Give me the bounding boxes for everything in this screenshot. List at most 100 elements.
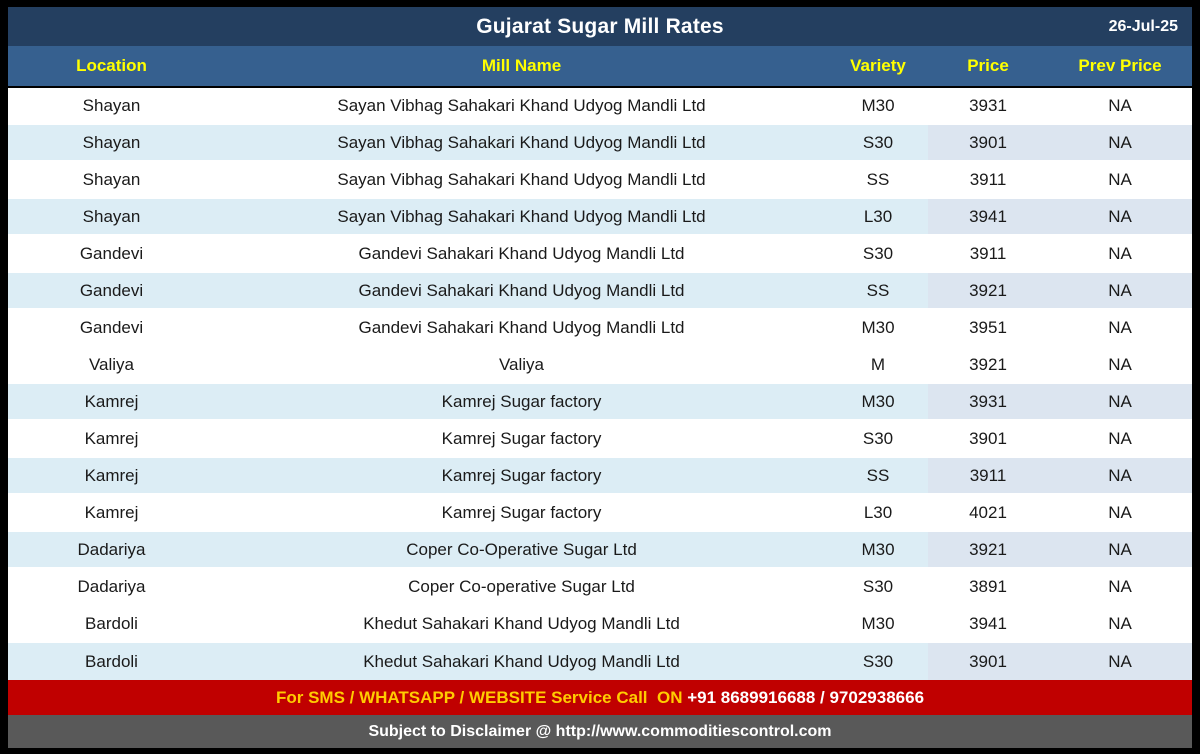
cell-price: 3941 — [928, 199, 1048, 234]
cell-mill: Coper Co-Operative Sugar Ltd — [215, 532, 828, 567]
column-header-location: Location — [76, 56, 147, 75]
cell-mill: Kamrej Sugar factory — [441, 428, 602, 448]
cell-mill: Khedut Sahakari Khand Udyog Mandli Ltd — [363, 613, 680, 633]
cell-price: 3921 — [928, 532, 1048, 567]
table-row: Kamrej Kamrej Sugar factory M30 3931 NA — [8, 384, 1192, 421]
table-row: Valiya Valiya M 3921 NA — [8, 347, 1192, 384]
cell-mill: Kamrej Sugar factory — [215, 458, 828, 493]
cell-price: 3901 — [969, 428, 1007, 448]
report-date: 26-Jul-25 — [1108, 17, 1178, 35]
cell-price: 3901 — [928, 643, 1048, 680]
cell-price: 3931 — [969, 95, 1007, 115]
cell-mill: Gandevi Sahakari Khand Udyog Mandli Ltd — [215, 273, 828, 308]
title-bar: Gujarat Sugar Mill Rates 26-Jul-25 — [8, 7, 1192, 46]
cell-location: Gandevi — [79, 317, 144, 337]
disclaimer-bar: Subject to Disclaimer @ http://www.commo… — [8, 715, 1192, 748]
cell-location: Gandevi — [79, 243, 144, 263]
cell-mill: Valiya — [498, 354, 545, 374]
cell-location: Kamrej — [8, 458, 215, 493]
column-header-prev-price: Prev Price — [1078, 56, 1162, 75]
cell-prev-price: NA — [1048, 384, 1192, 419]
cell-prev-price: NA — [1048, 532, 1192, 567]
cell-price: 3941 — [969, 613, 1007, 633]
cell-location: Kamrej — [84, 428, 139, 448]
cell-prev-price: NA — [1048, 643, 1192, 680]
table-row: Gandevi Gandevi Sahakari Khand Udyog Mand… — [8, 310, 1192, 347]
cell-prev-price: NA — [1108, 243, 1132, 263]
disclaimer-text: Subject to Disclaimer @ http://www.commo… — [368, 722, 832, 740]
table-row: Bardoli Khedut Sahakari Khand Udyog Mandl… — [8, 606, 1192, 643]
cell-variety: M — [870, 354, 886, 374]
cell-location: Kamrej — [84, 502, 139, 522]
sms-service-numbers: +91 8689916688 / 9702938666 — [687, 687, 925, 707]
cell-prev-price: NA — [1108, 428, 1132, 448]
cell-prev-price: NA — [1108, 354, 1132, 374]
cell-mill: Coper Co-operative Sugar Ltd — [408, 576, 635, 596]
cell-location: Shayan — [8, 125, 215, 160]
table-row: Bardoli Khedut Sahakari Khand Udyog Mandl… — [8, 643, 1192, 680]
cell-mill: Kamrej Sugar factory — [215, 384, 828, 419]
cell-location: Bardoli — [85, 613, 138, 633]
cell-price: 3911 — [928, 458, 1048, 493]
cell-location: Valiya — [88, 354, 135, 374]
table-row: Shayan Sayan Vibhag Sahakari Khand Udyog … — [8, 88, 1192, 125]
cell-variety: M30 — [861, 317, 895, 337]
cell-prev-price: NA — [1048, 458, 1192, 493]
cell-mill: Khedut Sahakari Khand Udyog Mandli Ltd — [215, 643, 828, 680]
cell-location: Dadariya — [8, 532, 215, 567]
cell-mill: Sayan Vibhag Sahakari Khand Udyog Mandli… — [215, 125, 828, 160]
cell-price: 3911 — [969, 243, 1007, 263]
cell-variety: SS — [866, 169, 890, 189]
cell-prev-price: NA — [1048, 125, 1192, 160]
cell-price: 3951 — [969, 317, 1007, 337]
cell-prev-price: NA — [1108, 613, 1132, 633]
cell-mill: Gandevi Sahakari Khand Udyog Mandli Ltd — [358, 317, 685, 337]
cell-location: Kamrej — [8, 384, 215, 419]
table-rows: Shayan Sayan Vibhag Sahakari Khand Udyog … — [8, 88, 1192, 680]
table-row: Kamrej Kamrej Sugar factory S30 3901 NA — [8, 421, 1192, 458]
column-header-variety: Variety — [850, 56, 906, 75]
cell-price: 3921 — [969, 354, 1007, 374]
column-header-mill-name: Mill Name — [481, 56, 562, 75]
cell-variety: SS — [828, 273, 928, 308]
cell-price: 3891 — [969, 576, 1007, 596]
cell-mill: Sayan Vibhag Sahakari Khand Udyog Mandli… — [215, 199, 828, 234]
cell-mill: Gandevi Sahakari Khand Udyog Mandli Ltd — [358, 243, 685, 263]
cell-price: 4021 — [969, 502, 1007, 522]
table-row: Dadariya Coper Co-operative Sugar Ltd S30 3… — [8, 569, 1192, 606]
cell-variety: S30 — [862, 243, 894, 263]
table-row: Shayan Sayan Vibhag Sahakari Khand Udyog … — [8, 125, 1192, 162]
column-header-price: Price — [967, 56, 1009, 75]
table-row: Shayan Sayan Vibhag Sahakari Khand Udyog … — [8, 162, 1192, 199]
table-row: Gandevi Gandevi Sahakari Khand Udyog Mand… — [8, 273, 1192, 310]
cell-variety: SS — [828, 458, 928, 493]
table-row: Kamrej Kamrej Sugar factory SS 3911 NA — [8, 458, 1192, 495]
cell-price: 3921 — [928, 273, 1048, 308]
cell-location: Bardoli — [8, 643, 215, 680]
cell-prev-price: NA — [1108, 317, 1132, 337]
cell-mill: Sayan Vibhag Sahakari Khand Udyog Mandli… — [337, 169, 706, 189]
cell-price: 3901 — [928, 125, 1048, 160]
table-header-row: Location Mill Name Variety Price Prev Pr… — [8, 46, 1192, 88]
cell-prev-price: NA — [1108, 576, 1132, 596]
cell-prev-price: NA — [1108, 502, 1132, 522]
cell-prev-price: NA — [1108, 169, 1132, 189]
table-row: Gandevi Gandevi Sahakari Khand Udyog Mand… — [8, 236, 1192, 273]
page-title: Gujarat Sugar Mill Rates — [476, 14, 724, 38]
cell-prev-price: NA — [1048, 273, 1192, 308]
cell-variety: S30 — [828, 125, 928, 160]
cell-variety: L30 — [828, 199, 928, 234]
sms-service-bar: For SMS / WHATSAPP / WEBSITE Service Cal… — [8, 680, 1192, 715]
cell-variety: S30 — [862, 576, 894, 596]
table-row: Dadariya Coper Co-Operative Sugar Ltd M30 3… — [8, 532, 1192, 569]
cell-location: Dadariya — [77, 576, 146, 596]
cell-variety: M30 — [861, 95, 895, 115]
table-row: Shayan Sayan Vibhag Sahakari Khand Udyog … — [8, 199, 1192, 236]
cell-variety: M30 — [828, 532, 928, 567]
table-row: Kamrej Kamrej Sugar factory L30 4021 NA — [8, 495, 1192, 532]
cell-prev-price: NA — [1048, 199, 1192, 234]
cell-mill: Sayan Vibhag Sahakari Khand Udyog Mandli… — [337, 95, 706, 115]
cell-price: 3911 — [969, 169, 1007, 189]
cell-variety: S30 — [828, 643, 928, 680]
